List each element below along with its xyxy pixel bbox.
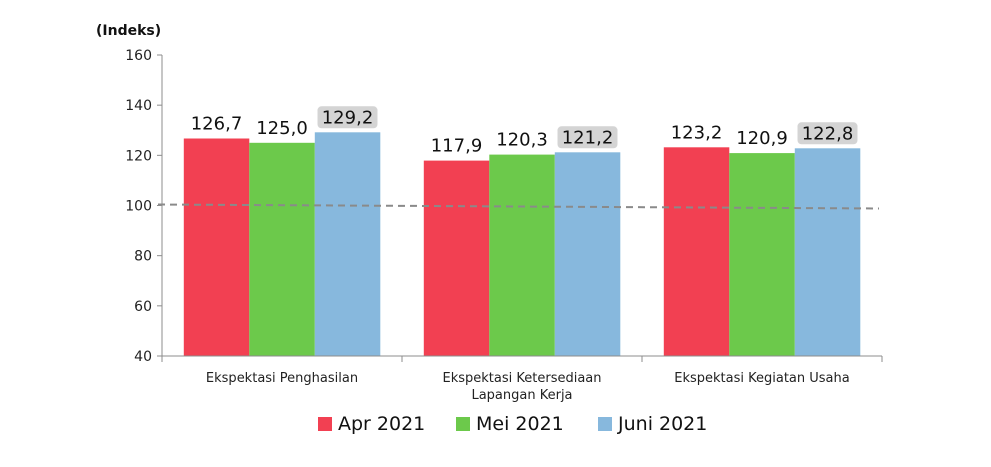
y-tick-label: 120 [125,148,152,164]
legend-label-3: Juni 2021 [617,413,707,435]
y-tick-label: 100 [125,199,152,215]
legend-swatch-1 [318,417,332,431]
data-label: 120,3 [496,130,548,151]
y-tick-label: 140 [125,98,152,114]
bar-1-3 [663,147,730,356]
category-label-line: Ekspektasi Penghasilan [206,371,358,386]
category-label: Ekspektasi Penghasilan [206,371,358,386]
reference-line [157,203,880,210]
plot-area: 40 60 80 100 120 140 160 Ekspektasi Penghasilan… [125,48,883,403]
bar-2-2 [489,154,555,356]
legend-swatch-3 [598,417,612,431]
legend-label-1: Apr 2021 [338,413,425,435]
legend-label-2: Mei 2021 [476,413,564,435]
legend: Apr 2021 Mei 2021 Juni 2021 [318,413,707,435]
bar-1-1 [183,138,250,356]
bar-3-3 [794,148,861,356]
data-label: 129,2 [322,107,374,128]
data-label: 126,7 [191,114,243,135]
data-label: 122,8 [802,123,854,144]
data-label-highlight [797,122,858,145]
category-label-line: Lapangan Kerja [471,388,572,403]
data-label: 123,2 [671,122,723,143]
data-label: 125,0 [256,118,308,139]
data-label: 117,9 [431,136,483,157]
category-label: Ekspektasi Ketersediaan Lapangan Kerja [443,371,602,403]
category-label-line: Ekspektasi Ketersediaan [443,371,602,386]
y-tick-label: 80 [134,249,152,265]
y-axis-label: (Indeks) [96,23,161,39]
bar-2-3 [729,153,795,356]
data-label-highlight [557,126,618,149]
y-tick-label: 40 [134,349,152,365]
legend-swatch-2 [456,417,470,431]
category-label-line: Ekspektasi Kegiatan Usaha [674,371,849,386]
bar-3-1 [314,132,381,356]
y-tick-label: 60 [134,299,152,315]
data-label: 121,2 [562,127,614,148]
category-label: Ekspektasi Kegiatan Usaha [674,371,849,386]
bar-2-1 [249,142,315,356]
y-tick-label: 160 [125,48,152,64]
bar-1-2 [423,160,490,356]
bar-3-2 [554,152,621,356]
data-label: 120,9 [736,128,788,149]
data-label-highlight [317,106,378,129]
